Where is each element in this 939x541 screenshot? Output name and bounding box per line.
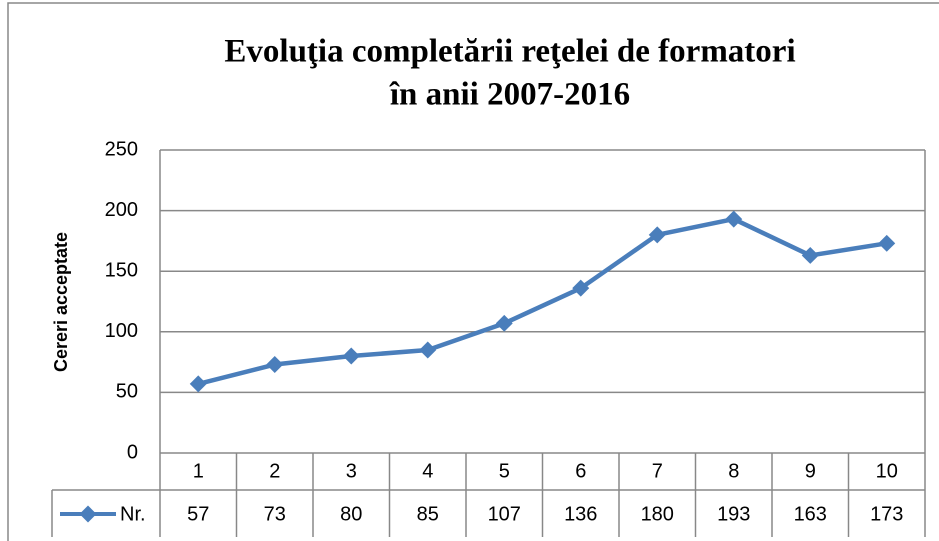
chart-title: Evoluţia completării reţelei de formator… [224, 34, 795, 70]
x-tick-label: 10 [876, 460, 898, 482]
y-axis-label: Cereri acceptate [51, 232, 71, 372]
y-tick-label: 250 [105, 138, 138, 160]
data-table-value: 85 [417, 503, 439, 525]
point-marker [725, 210, 743, 228]
point-marker [342, 347, 360, 365]
data-table-value: 73 [264, 503, 286, 525]
x-tick-label: 4 [422, 460, 433, 482]
point-marker [648, 226, 666, 244]
data-table-value: 180 [641, 503, 674, 525]
y-tick-label: 100 [105, 320, 138, 342]
point-marker [189, 375, 207, 393]
x-tick-label: 8 [728, 460, 739, 482]
x-tick-label: 7 [652, 460, 663, 482]
data-table-value: 173 [870, 503, 903, 525]
x-tick-label: 1 [193, 460, 204, 482]
data-table-value: 107 [488, 503, 521, 525]
legend-marker [79, 505, 97, 523]
chart-title: în anii 2007-2016 [389, 77, 630, 113]
y-tick-label: 0 [127, 441, 138, 463]
x-tick-label: 2 [269, 460, 280, 482]
x-tick-label: 9 [805, 460, 816, 482]
data-table-value: 193 [717, 503, 750, 525]
data-table-value: 80 [340, 503, 362, 525]
y-tick-label: 200 [105, 199, 138, 221]
point-marker [878, 234, 896, 252]
legend-label: Nr. [120, 503, 146, 525]
x-tick-label: 5 [499, 460, 510, 482]
x-tick-label: 3 [346, 460, 357, 482]
point-marker [266, 356, 284, 374]
series-line [197, 216, 888, 387]
y-tick-label: 50 [116, 381, 138, 403]
data-table-value: 163 [794, 503, 827, 525]
data-table-value: 136 [564, 503, 597, 525]
chart-border [7, 2, 939, 541]
point-marker [419, 341, 437, 359]
point-marker [801, 246, 819, 264]
y-tick-label: 150 [105, 259, 138, 281]
x-tick-label: 6 [575, 460, 586, 482]
data-table-value: 57 [187, 503, 209, 525]
point-marker [495, 314, 513, 332]
point-marker [572, 279, 590, 297]
